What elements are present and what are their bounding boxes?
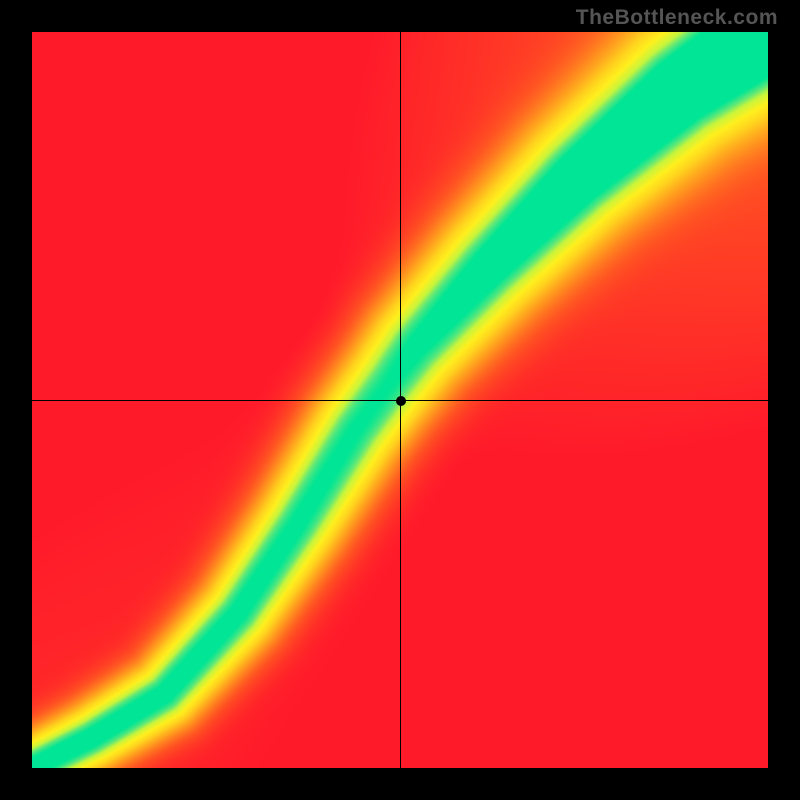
chart-container: [0, 0, 800, 800]
watermark-text: TheBottleneck.com: [576, 6, 778, 29]
watermark: TheBottleneck.com: [576, 6, 778, 30]
crosshair-dot: [396, 396, 406, 406]
